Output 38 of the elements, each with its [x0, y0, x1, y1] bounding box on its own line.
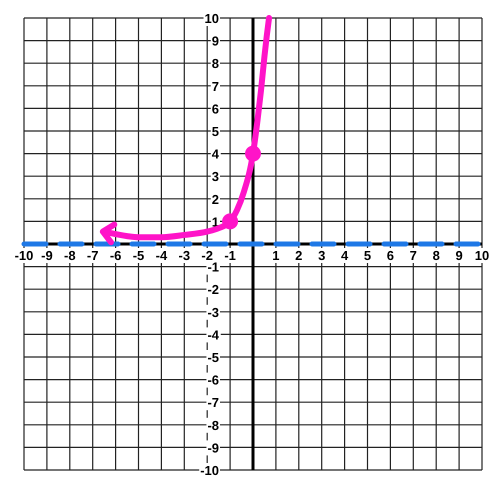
y-tick-label: 5 [212, 124, 219, 139]
y-tick-label: -9 [207, 440, 219, 456]
x-tick-label: 1 [272, 248, 280, 263]
x-tick-label: -6 [110, 248, 122, 263]
x-tick-label: 8 [432, 248, 440, 263]
y-tick-label: -8 [207, 418, 219, 433]
y-tick-label: -4 [207, 327, 220, 342]
x-tick-label: 3 [318, 248, 326, 263]
y-tick-label: -10 [200, 463, 219, 478]
x-tick-label: -9 [41, 248, 53, 263]
y-tick-label: -3 [207, 304, 219, 320]
x-tick-label: 9 [455, 248, 463, 263]
y-tick-label: -1 [207, 260, 219, 275]
y-tick-label: 2 [212, 192, 219, 207]
y-tick-label: -5 [207, 350, 219, 365]
y-tick-label: 9 [212, 34, 219, 49]
y-tick-label: -7 [207, 395, 219, 410]
y-tick-label: 3 [212, 169, 219, 184]
y-tick-label: 7 [212, 78, 219, 94]
y-tick-label: 10 [204, 11, 219, 26]
x-tick-label: -7 [86, 248, 98, 263]
x-tick-label: -10 [14, 248, 34, 263]
x-tick-label: 6 [386, 248, 394, 263]
x-tick-label: 10 [474, 248, 490, 263]
x-tick-label: 4 [340, 248, 349, 263]
x-tick-label: 5 [364, 248, 372, 263]
x-tick-label: -8 [64, 248, 76, 263]
x-tick-label: 7 [410, 248, 417, 263]
x-tick-label: 2 [295, 248, 302, 263]
y-tick-label: 6 [212, 101, 219, 116]
x-tick-label: -1 [224, 248, 236, 263]
x-tick-label: -3 [178, 248, 190, 263]
x-tick-label: -4 [156, 248, 168, 263]
x-tick-label: -5 [132, 248, 144, 263]
y-tick-label: -2 [207, 282, 219, 298]
y-tick-label: 8 [212, 56, 219, 72]
y-tick-label: -6 [207, 372, 219, 388]
y-tick-label: 4 [212, 146, 220, 162]
